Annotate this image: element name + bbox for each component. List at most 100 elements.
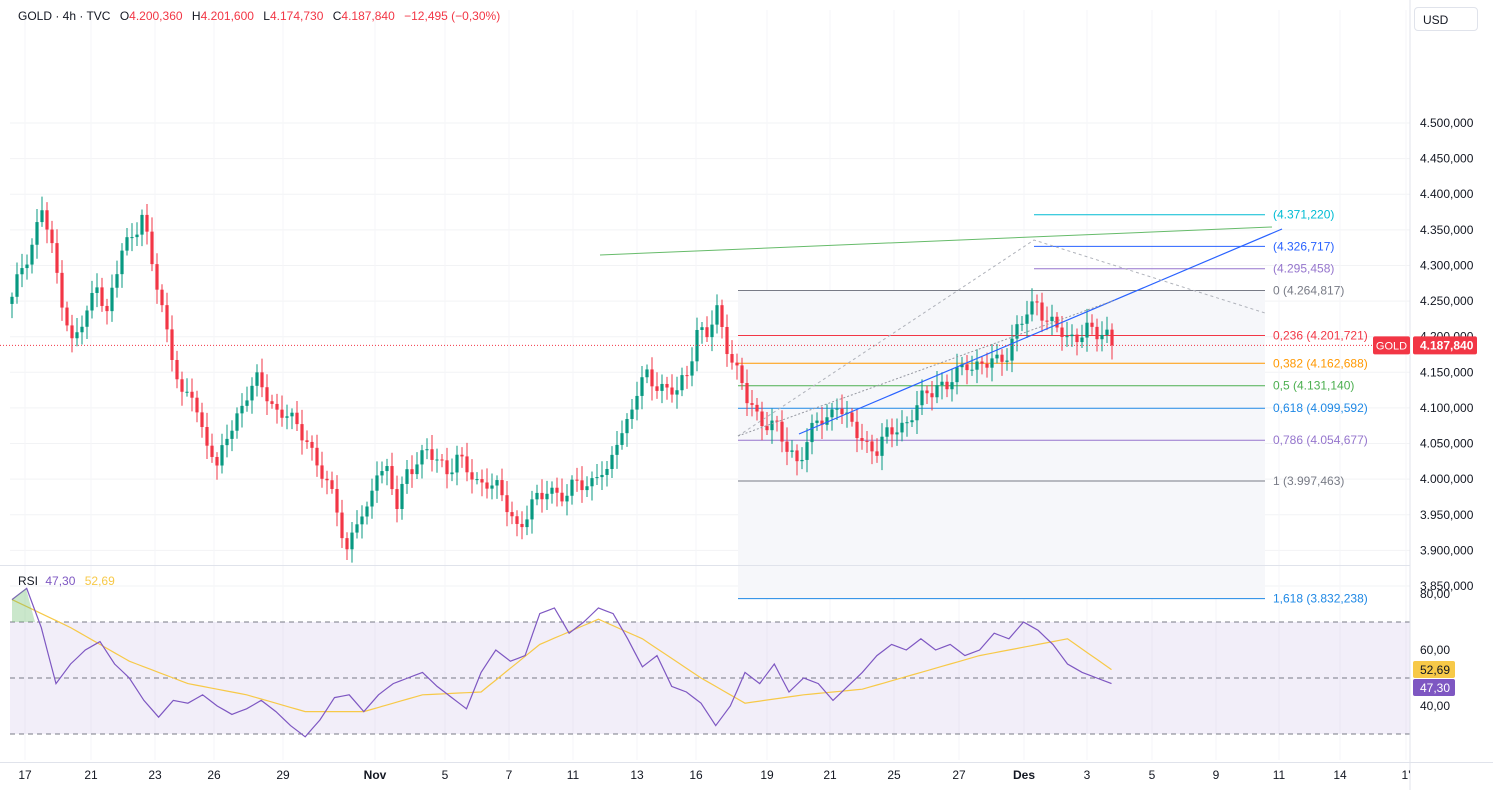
candle-body[interactable] xyxy=(700,327,704,330)
candle-body[interactable] xyxy=(750,403,754,405)
candle-body[interactable] xyxy=(605,468,609,475)
candle-body[interactable] xyxy=(1005,360,1009,362)
rsi-title[interactable]: RSI xyxy=(18,574,39,588)
candle-body[interactable] xyxy=(155,264,159,290)
candle-body[interactable] xyxy=(765,426,769,431)
candle-body[interactable] xyxy=(225,438,229,446)
candle-body[interactable] xyxy=(1060,327,1064,337)
candle-body[interactable] xyxy=(905,422,909,424)
candle-body[interactable] xyxy=(585,486,589,491)
candle-body[interactable] xyxy=(375,475,379,491)
candle-body[interactable] xyxy=(235,413,239,431)
candle-body[interactable] xyxy=(885,427,889,437)
candle-body[interactable] xyxy=(140,214,144,235)
candle-body[interactable] xyxy=(445,460,449,475)
candle-body[interactable] xyxy=(850,412,854,422)
candle-body[interactable] xyxy=(985,363,989,368)
candle-body[interactable] xyxy=(30,244,34,265)
candle-body[interactable] xyxy=(690,361,694,376)
candle-body[interactable] xyxy=(545,493,549,500)
candle-body[interactable] xyxy=(355,524,359,533)
candle-body[interactable] xyxy=(265,387,269,402)
candle-body[interactable] xyxy=(915,405,919,421)
candle-body[interactable] xyxy=(1100,334,1104,340)
candle-body[interactable] xyxy=(505,495,509,513)
candle-body[interactable] xyxy=(70,325,74,339)
candle-body[interactable] xyxy=(380,471,384,476)
candle-body[interactable] xyxy=(370,490,374,507)
candle-body[interactable] xyxy=(910,420,914,423)
candle-body[interactable] xyxy=(340,512,344,539)
candle-body[interactable] xyxy=(980,361,984,364)
candle-body[interactable] xyxy=(35,222,39,245)
candle-body[interactable] xyxy=(1020,323,1024,325)
candle-body[interactable] xyxy=(935,385,939,398)
candle-body[interactable] xyxy=(280,409,284,418)
support-trendline[interactable] xyxy=(798,228,1283,435)
candle-body[interactable] xyxy=(50,229,54,244)
candle-body[interactable] xyxy=(880,436,884,456)
candle-body[interactable] xyxy=(970,369,974,371)
candle-body[interactable] xyxy=(600,474,604,478)
candle-body[interactable] xyxy=(240,405,244,414)
candle-body[interactable] xyxy=(1080,337,1084,343)
candle-body[interactable] xyxy=(685,375,689,377)
candle-body[interactable] xyxy=(365,506,369,517)
candle-body[interactable] xyxy=(500,480,504,496)
candle-body[interactable] xyxy=(475,479,479,481)
candle-body[interactable] xyxy=(950,382,954,390)
candle-body[interactable] xyxy=(590,478,594,487)
candle-body[interactable] xyxy=(790,450,794,452)
candle-body[interactable] xyxy=(470,472,474,480)
candle-body[interactable] xyxy=(1055,316,1059,328)
candle-body[interactable] xyxy=(420,450,424,465)
candle-body[interactable] xyxy=(865,440,869,442)
candle-body[interactable] xyxy=(195,397,199,413)
candle-body[interactable] xyxy=(645,369,649,378)
candle-body[interactable] xyxy=(625,419,629,434)
candle-body[interactable] xyxy=(260,372,264,388)
candle-body[interactable] xyxy=(580,480,584,491)
candlestick-series[interactable] xyxy=(10,196,1114,563)
candle-body[interactable] xyxy=(800,459,804,462)
candle-body[interactable] xyxy=(715,305,719,325)
candle-body[interactable] xyxy=(530,499,534,520)
candle-body[interactable] xyxy=(965,364,969,371)
candle-body[interactable] xyxy=(855,421,859,439)
rsi-ma-line[interactable] xyxy=(11,599,1112,713)
candle-body[interactable] xyxy=(570,479,574,496)
candle-body[interactable] xyxy=(485,482,489,489)
candle-body[interactable] xyxy=(120,250,124,275)
candle-body[interactable] xyxy=(90,292,94,311)
candle-body[interactable] xyxy=(1030,301,1034,315)
candle-body[interactable] xyxy=(305,440,309,442)
candle-body[interactable] xyxy=(720,305,724,327)
candle-body[interactable] xyxy=(330,480,334,489)
candle-body[interactable] xyxy=(825,417,829,425)
candle-body[interactable] xyxy=(745,382,749,404)
candle-body[interactable] xyxy=(795,450,799,462)
candle-body[interactable] xyxy=(1040,302,1044,321)
candle-body[interactable] xyxy=(430,449,434,460)
candle-body[interactable] xyxy=(955,367,959,383)
candle-body[interactable] xyxy=(80,326,84,333)
candle-body[interactable] xyxy=(540,492,544,500)
candle-body[interactable] xyxy=(940,381,944,386)
candle-body[interactable] xyxy=(1085,322,1089,338)
symbol-title[interactable]: GOLD · 4h · TVC xyxy=(18,9,111,23)
candle-body[interactable] xyxy=(345,538,349,550)
candle-body[interactable] xyxy=(175,360,179,380)
candle-body[interactable] xyxy=(335,488,339,513)
candle-body[interactable] xyxy=(735,362,739,366)
candle-body[interactable] xyxy=(975,361,979,370)
candle-body[interactable] xyxy=(630,409,634,420)
candle-body[interactable] xyxy=(1025,314,1029,324)
candle-body[interactable] xyxy=(145,214,149,232)
candle-body[interactable] xyxy=(75,332,79,339)
candle-body[interactable] xyxy=(760,411,764,427)
candle-body[interactable] xyxy=(125,237,129,251)
candle-body[interactable] xyxy=(1000,354,1004,362)
candle-body[interactable] xyxy=(410,469,414,475)
candle-body[interactable] xyxy=(995,354,999,359)
